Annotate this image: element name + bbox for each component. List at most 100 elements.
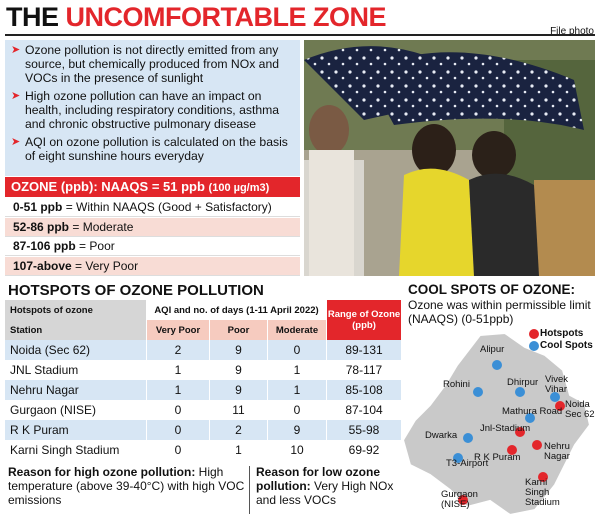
photo-credit: File photo	[550, 26, 594, 37]
reason: Reason for low ozone pollution: Very Hig…	[256, 465, 396, 507]
place-label: Noida Sec 62	[565, 399, 595, 420]
headline-prefix: THE	[6, 2, 59, 32]
table-row: Gurgaon (NISE) 0 11 0 87-104	[5, 400, 402, 420]
naaqs-bar: OZONE (ppb): NAAQS = 51 ppb (100 µg/m3)	[5, 177, 300, 197]
station-name: Gurgaon (NISE)	[5, 400, 147, 420]
headline-highlight: UNCOMFORTABLE ZONE	[65, 2, 387, 32]
place-dot	[555, 401, 565, 411]
level-text: = Poor	[79, 239, 115, 253]
day-count: 11	[209, 400, 268, 420]
place-dot	[525, 413, 535, 423]
legend-entry: Cool Spots	[540, 340, 593, 351]
reason-text: High temperature (above 39-40°C) with hi…	[8, 465, 245, 507]
place-dot	[515, 427, 525, 437]
ozone-range: 55-98	[326, 420, 402, 440]
station-name: Karni Singh Stadium	[5, 440, 147, 460]
day-count: 1	[209, 440, 268, 460]
place-label: R K Puram	[474, 452, 521, 463]
table-title: HOTSPOTS OF OZONE POLLUTION	[8, 282, 264, 299]
day-count: 1	[267, 360, 327, 380]
table-row: Noida (Sec 62) 2 9 0 89-131	[5, 340, 402, 360]
place-dot	[473, 387, 483, 397]
fact: AQI on ozone pollution is calculated on …	[11, 135, 294, 163]
day-count: 0	[267, 400, 327, 420]
day-count: 0	[267, 340, 327, 360]
headline: THE UNCOMFORTABLE ZONE	[6, 2, 387, 33]
reason-text: Very High NOx and less VOCs	[256, 479, 394, 507]
level-range: 0-51 ppb	[13, 200, 63, 214]
range-header: Range of Ozone (ppb)	[326, 300, 402, 340]
day-count: 1	[146, 360, 210, 380]
place-label: Alipur	[480, 344, 505, 355]
place-label: Karni Singh Stadium	[525, 477, 560, 508]
place-label: T3-Airport	[446, 458, 489, 469]
place-label: Dhirpur	[507, 377, 539, 388]
station-name: Noida (Sec 62)	[5, 340, 147, 360]
level-range: 52-86 ppb	[13, 219, 70, 234]
place-dot	[507, 445, 517, 455]
legend-entry: Hotspots	[540, 328, 584, 339]
ozone-range: 87-104	[326, 400, 402, 420]
station-name: Nehru Nagar	[5, 380, 147, 400]
hotspot-table: Hotspots of ozone AQI and no. of days (1…	[5, 300, 402, 460]
day-count: 1	[146, 380, 210, 400]
reason-label: Reason for high ozone pollution:	[8, 465, 196, 479]
place-label: Mathura Road	[502, 406, 563, 417]
table-row: R K Puram 0 2 9 55-98	[5, 420, 402, 440]
station-header-top: Hotspots of ozone	[5, 300, 147, 320]
day-count: 0	[146, 400, 210, 420]
place-dot	[550, 392, 560, 402]
day-count: 2	[209, 420, 268, 440]
day-count: 1	[267, 380, 327, 400]
day-count: 9	[209, 360, 268, 380]
station-name: JNL Stadium	[5, 360, 147, 380]
ozone-range: 78-117	[326, 360, 402, 380]
aqi-header: AQI and no. of days (1-11 April 2022)	[146, 300, 327, 320]
map-outline	[401, 331, 592, 517]
day-count: 0	[146, 420, 210, 440]
ozone-range: 89-131	[326, 340, 402, 360]
place-dot	[538, 472, 548, 482]
ozone-range: 85-108	[326, 380, 402, 400]
place-label: Dwarka	[425, 430, 458, 441]
level-text: = Within NAAQS (Good + Satisfactory)	[65, 200, 272, 214]
fact: High ozone pollution can have an impact …	[11, 89, 294, 131]
place-dot	[492, 360, 502, 370]
fact-box: Ozone pollution is not directly emitted …	[5, 40, 300, 176]
naaqs-unit: (100 µg/m3)	[208, 182, 270, 194]
level-row: 107-above = Very Poor	[5, 256, 300, 276]
place-label: Nehru Nagar	[544, 441, 570, 462]
day-count: 0	[146, 440, 210, 460]
day-count: 10	[267, 440, 327, 460]
legend-dot	[529, 341, 539, 351]
cool-spots-subtitle: Ozone was within permissible limit (NAAQ…	[408, 298, 591, 326]
photo	[304, 40, 595, 276]
column-header: Moderate	[267, 320, 327, 340]
place-label: Vivek Vihar	[545, 374, 569, 395]
day-count: 9	[209, 380, 268, 400]
table-row: Karni Singh Stadium 0 1 10 69-92	[5, 440, 402, 460]
place-label: Gurgaon (NISE)	[441, 489, 478, 510]
legend-dot	[529, 329, 539, 339]
place-label: Rohini	[443, 379, 470, 390]
station-header: Station	[5, 320, 147, 340]
cool-spots-title: COOL SPOTS OF OZONE:	[408, 282, 576, 297]
headline-rule	[5, 34, 595, 36]
place-dot	[463, 433, 473, 443]
naaqs-label: OZONE (ppb): NAAQS = 51 ppb	[11, 179, 205, 194]
level-range: 87-106 ppb	[13, 239, 76, 253]
level-row: 87-106 ppb = Poor	[5, 237, 300, 256]
day-count: 2	[146, 340, 210, 360]
place-dot	[532, 440, 542, 450]
place-dot	[453, 453, 463, 463]
place-label: Jnl-Stadium	[480, 423, 531, 434]
level-row: 52-86 ppb = Moderate	[5, 217, 300, 237]
level-text: = Very Poor	[75, 258, 139, 273]
table-row: Nehru Nagar 1 9 1 85-108	[5, 380, 402, 400]
column-header: Very Poor	[146, 320, 210, 340]
station-name: R K Puram	[5, 420, 147, 440]
level-text: = Moderate	[72, 219, 134, 234]
table-row: JNL Stadium 1 9 1 78-117	[5, 360, 402, 380]
reason: Reason for high ozone pollution: High te…	[8, 465, 246, 507]
ozone-range: 69-92	[326, 440, 402, 460]
